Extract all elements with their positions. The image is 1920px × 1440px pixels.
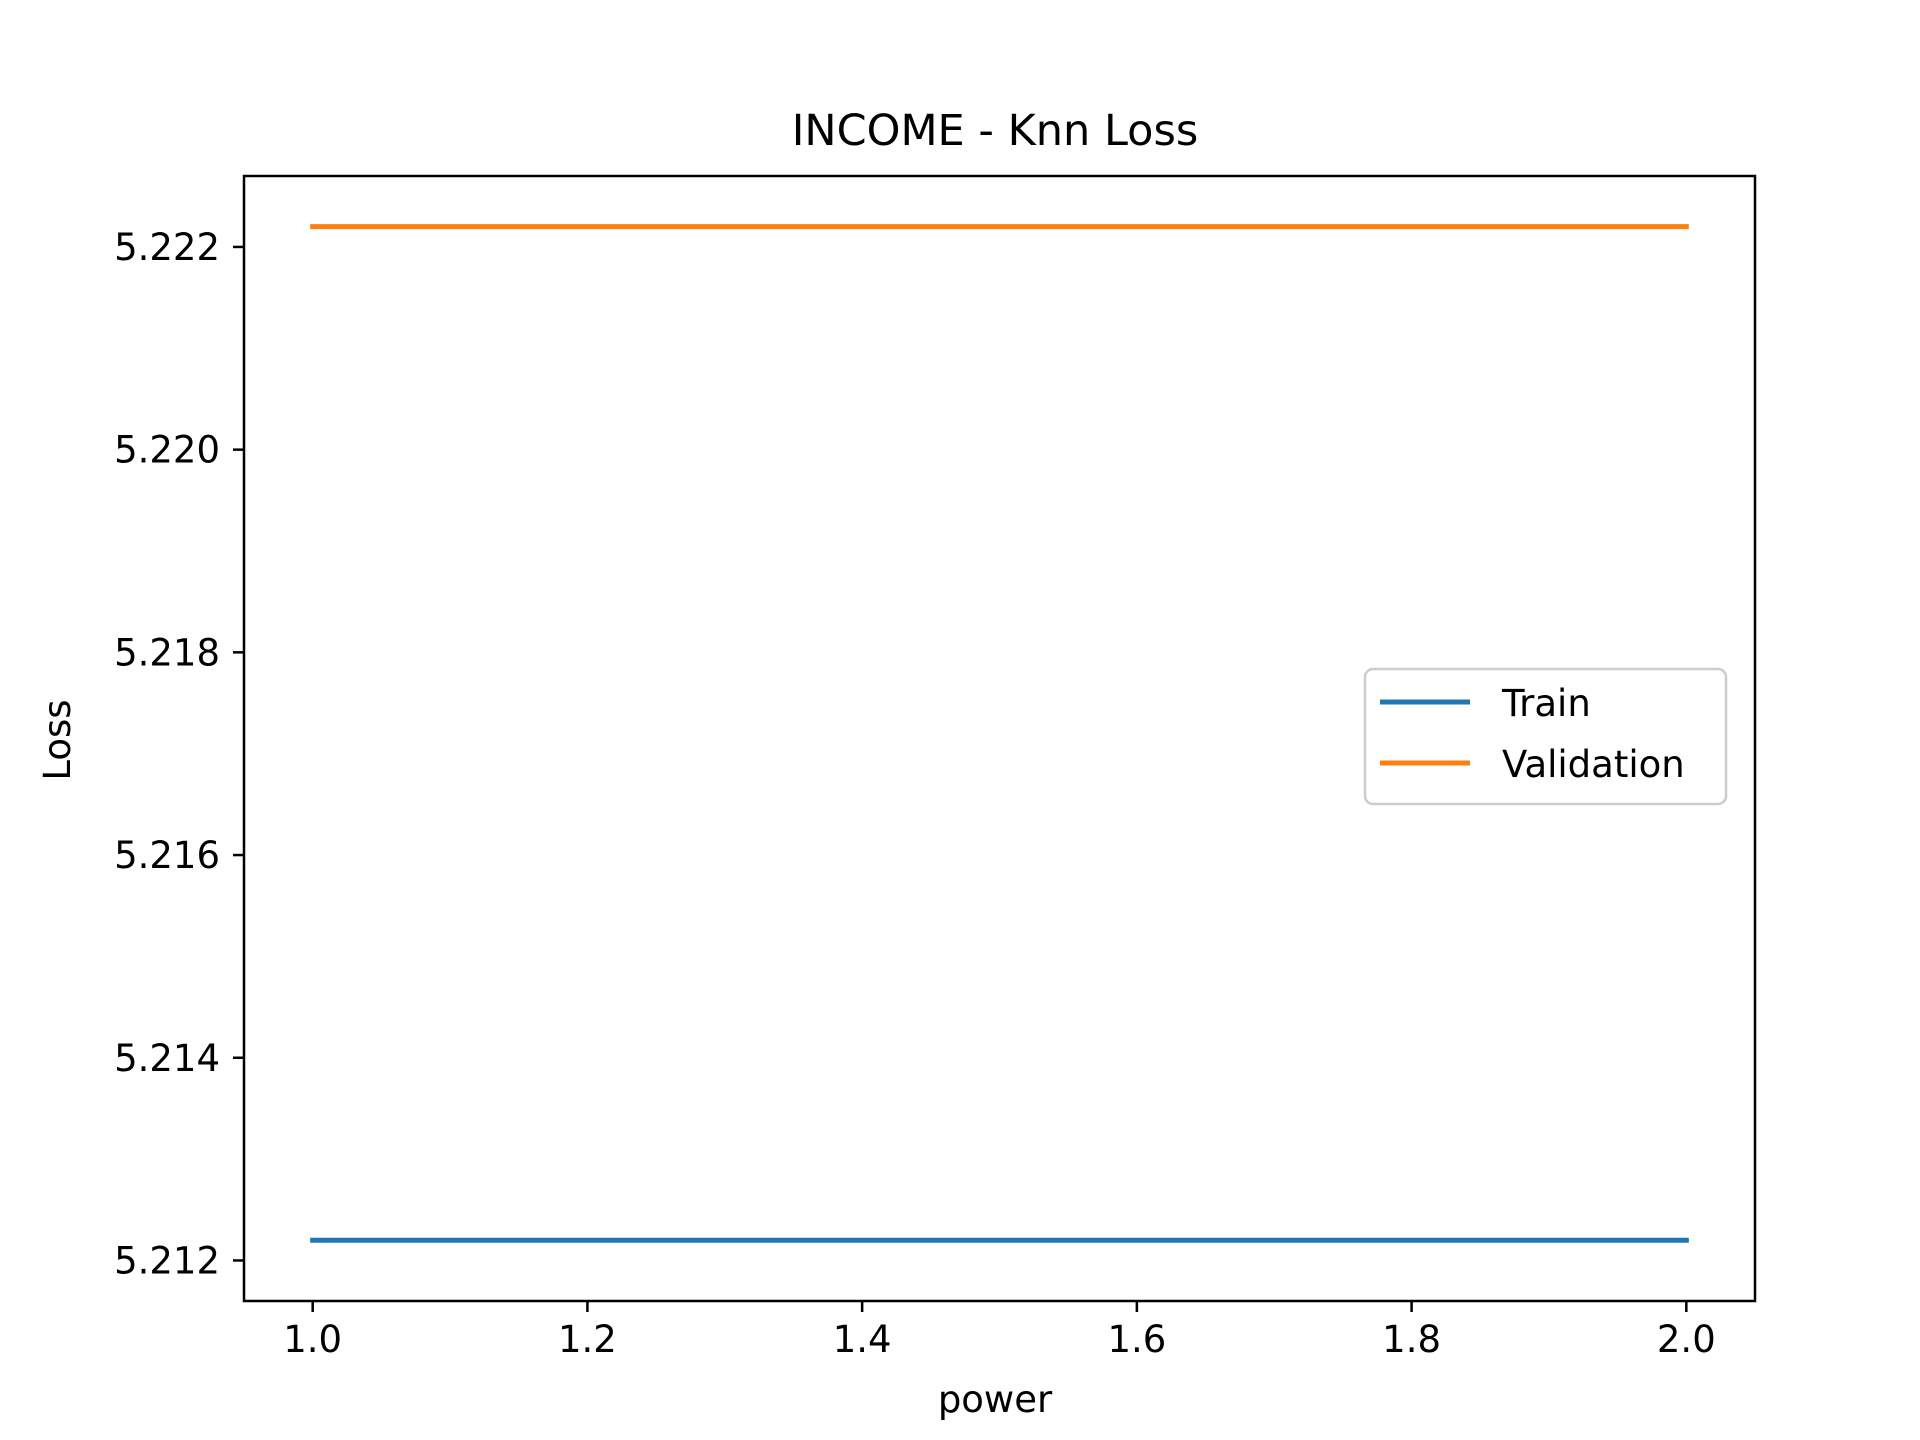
x-tick-label: 1.0 xyxy=(283,1318,342,1361)
y-tick-label: 5.220 xyxy=(114,429,220,472)
legend-train-label: Train xyxy=(1501,682,1591,725)
x-axis-label: power xyxy=(938,1378,1053,1421)
chart-title: INCOME - Knn Loss xyxy=(792,106,1199,156)
x-tick-label: 1.4 xyxy=(833,1318,892,1361)
plot-area: 1.0 1.2 1.4 1.6 1.8 2.0 5.212 5.214 5.216 5.218 5.… xyxy=(114,174,1757,1361)
legend-validation-label: Validation xyxy=(1502,743,1685,786)
x-tick-label: 1.2 xyxy=(558,1318,617,1361)
y-tick-label: 5.216 xyxy=(114,834,220,877)
x-tick-label: 2.0 xyxy=(1657,1318,1716,1361)
x-tick-label: 1.8 xyxy=(1382,1318,1441,1361)
y-tick-label: 5.222 xyxy=(114,226,220,269)
y-axis-label: Loss xyxy=(36,699,79,780)
legend: Train Validation xyxy=(1363,667,1728,806)
y-tick-label: 5.214 xyxy=(114,1037,220,1080)
y-tick-label: 5.212 xyxy=(114,1239,220,1282)
y-tick-label: 5.218 xyxy=(114,631,220,674)
x-tick-label: 1.6 xyxy=(1107,1318,1166,1361)
axes-frame xyxy=(242,174,1757,1303)
